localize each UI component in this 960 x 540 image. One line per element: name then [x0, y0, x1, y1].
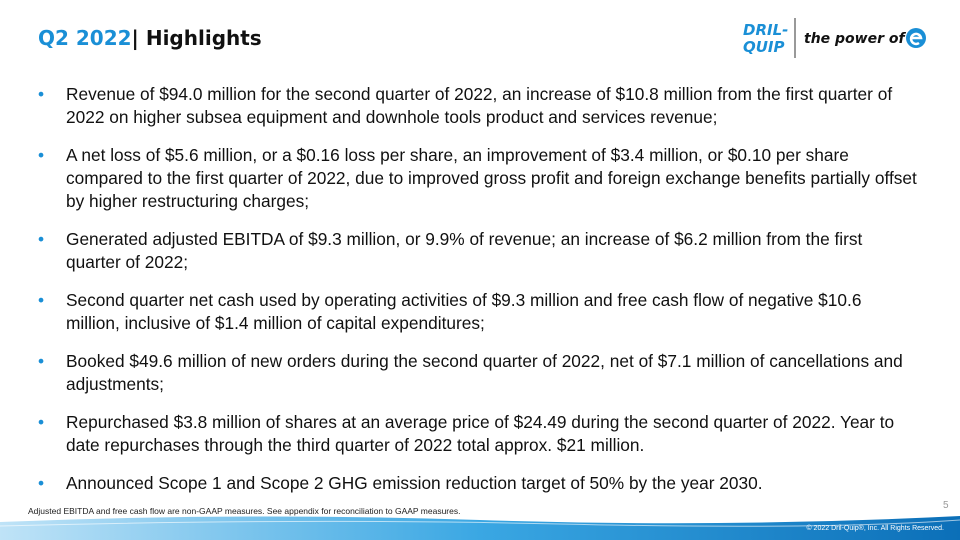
footer-band — [0, 516, 960, 540]
bullet: • Generated adjusted EBITDA of $9.3 milli… — [38, 228, 918, 274]
bullet-text: A net loss of $5.6 million, or a $0.16 l… — [66, 145, 917, 211]
copyright: © 2022 Dril-Quip®, Inc. All Rights Reser… — [806, 525, 944, 532]
bullet-text: Generated adjusted EBITDA of $9.3 millio… — [66, 229, 863, 272]
bullet-text: Announced Scope 1 and Scope 2 GHG emissi… — [66, 473, 763, 493]
title-period: Q2 2022 — [38, 26, 132, 50]
page-number: 5 — [943, 500, 949, 511]
logo-icon — [909, 32, 923, 46]
bullet-text: Repurchased $3.8 million of shares at an… — [66, 412, 895, 455]
logo-tagline: the power of — [804, 31, 906, 47]
logo: DRIL- QUIP the power of — [743, 18, 926, 58]
bullet-dot: • — [38, 351, 45, 371]
bullet-list: • Revenue of $94.0 million for the second… — [38, 83, 918, 510]
logo-brand: DRIL- — [743, 21, 788, 39]
bullet-dot: • — [38, 290, 45, 310]
bullet-dot: • — [38, 473, 45, 493]
logo-brand: QUIP — [743, 38, 785, 56]
slide-title: Q2 2022| Highlights — [38, 26, 262, 50]
title-separator: | — [131, 26, 139, 50]
bullet: • Second quarter net cash used by operati… — [38, 289, 918, 335]
footnote: Adjusted EBITDA and free cash flow are n… — [28, 506, 461, 516]
bullet-dot: • — [38, 229, 45, 249]
bullet-dot: • — [38, 145, 45, 165]
bullet: • Revenue of $94.0 million for the second… — [38, 83, 918, 129]
bullet: • Announced Scope 1 and Scope 2 GHG emiss… — [38, 472, 918, 495]
bullet-text: Second quarter net cash used by operatin… — [66, 290, 862, 333]
bullet-text: Booked $49.6 million of new orders durin… — [66, 351, 903, 394]
title-text: Highlights — [145, 26, 262, 50]
bullet-dot: • — [38, 412, 45, 432]
bullet: • A net loss of $5.6 million, or a $0.16 … — [38, 144, 918, 213]
bullet: • Booked $49.6 million of new orders duri… — [38, 350, 918, 396]
bullet-dot: • — [38, 84, 45, 104]
bullet: • Repurchased $3.8 million of shares at a… — [38, 411, 918, 457]
bullet-text: Revenue of $94.0 million for the second … — [66, 84, 893, 127]
